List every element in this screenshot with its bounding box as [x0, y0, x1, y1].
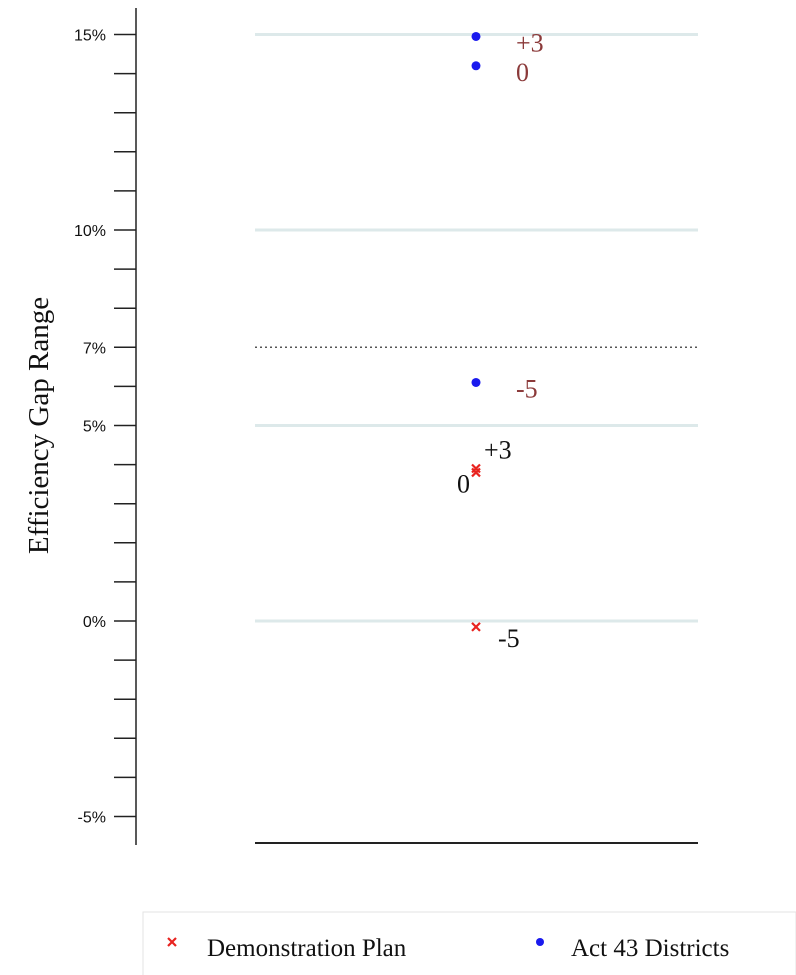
- y-minor-ticks: [114, 72, 136, 779]
- point-label: 0: [457, 469, 470, 498]
- legend-label: Demonstration Plan: [207, 935, 407, 962]
- point-label: -5: [498, 624, 520, 653]
- act43-point: [471, 61, 481, 71]
- y-tick-label: 10%: [74, 223, 106, 240]
- y-tick-label: 5%: [83, 419, 106, 436]
- point-label: -5: [516, 374, 538, 403]
- demo-plan-point: [471, 622, 481, 632]
- x-marker-stroke: [471, 467, 481, 478]
- demo-plan-point: [471, 467, 481, 478]
- legend-label: Act 43 Districts: [571, 935, 729, 962]
- legend-box: [142, 911, 796, 975]
- y-axis-label: Efficiency Gap Range: [23, 297, 55, 554]
- legend: Demonstration Plan Act 43 Districts: [142, 911, 796, 975]
- y-tick-label: -5%: [78, 810, 106, 827]
- data-point-labels: +30-5+30-5: [457, 28, 544, 652]
- act43-point: [471, 31, 481, 41]
- x-marker-stroke: [471, 622, 481, 632]
- act43-point: [471, 377, 481, 387]
- point-label: +3: [484, 436, 512, 465]
- y-tick-label: 15%: [74, 28, 106, 45]
- legend-marker-act43: [536, 938, 544, 946]
- data-points: [471, 31, 481, 632]
- y-tick-label: 7%: [83, 340, 106, 357]
- point-label: 0: [516, 58, 529, 87]
- y-tick-label: 0%: [83, 614, 106, 631]
- gridlines: [255, 33, 698, 623]
- point-label: +3: [516, 28, 544, 57]
- y-tick-labels: 15% 10% 7% 5% 0% -5%: [74, 28, 106, 827]
- legend-marker-demo-plan: [167, 937, 177, 947]
- y-major-ticks: [114, 33, 136, 818]
- x-marker-stroke: [167, 937, 177, 947]
